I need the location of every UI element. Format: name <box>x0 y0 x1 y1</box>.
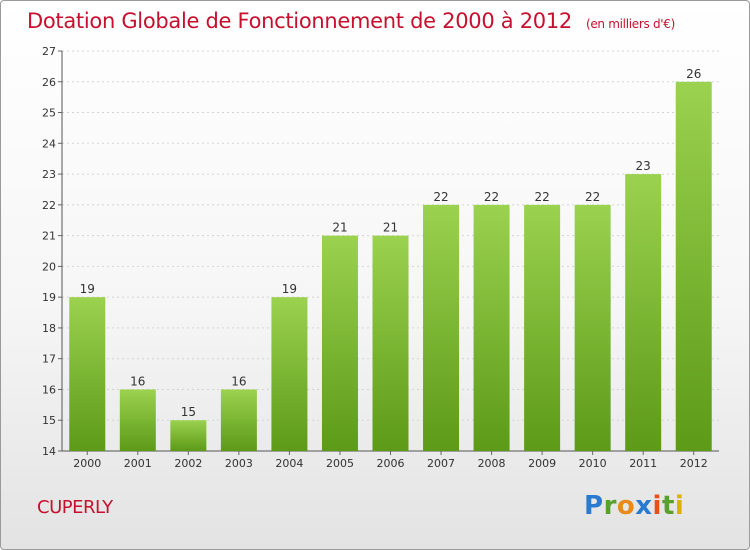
bar-2003 <box>220 389 257 451</box>
data-label: 22 <box>433 190 448 204</box>
bar-2007 <box>423 204 460 451</box>
bars <box>69 81 712 452</box>
y-tick-label: 17 <box>42 353 56 366</box>
data-label: 21 <box>332 221 347 235</box>
data-label: 19 <box>80 282 95 296</box>
bar-2002 <box>170 420 207 451</box>
data-label: 23 <box>636 159 651 173</box>
x-tick-label: 2009 <box>528 457 556 470</box>
proxiti-logo[interactable]: Proxiti <box>584 491 685 521</box>
data-label: 15 <box>181 405 196 419</box>
x-tick-label: 2011 <box>629 457 657 470</box>
data-label: 22 <box>585 190 600 204</box>
data-label: 16 <box>130 374 145 388</box>
y-tick-label: 24 <box>42 137 56 150</box>
bar-2004 <box>271 297 308 451</box>
data-label: 22 <box>534 190 549 204</box>
y-tick-label: 27 <box>42 45 56 58</box>
y-tick-label: 23 <box>42 168 56 181</box>
x-tick-label: 2005 <box>326 457 354 470</box>
data-label: 21 <box>383 221 398 235</box>
bar-2011 <box>625 174 662 452</box>
y-tick-label: 25 <box>42 107 56 120</box>
x-tick-label: 2006 <box>377 457 405 470</box>
x-tick-label: 2004 <box>275 457 303 470</box>
bar-2006 <box>372 235 409 451</box>
x-tick-label: 2000 <box>73 457 101 470</box>
data-label: 19 <box>282 282 297 296</box>
commune-name: CUPERLY <box>37 497 113 518</box>
bar-2012 <box>675 81 712 452</box>
y-tick-label: 20 <box>42 260 56 273</box>
data-label: 26 <box>686 67 701 81</box>
x-tick-label: 2007 <box>427 457 455 470</box>
bar-2005 <box>321 235 358 451</box>
chart-title-text: Dotation Globale de Fonctionnement de 20… <box>27 9 572 33</box>
x-tick-label: 2012 <box>680 457 708 470</box>
chart-subtitle: (en milliers d'€) <box>585 17 675 31</box>
y-tick-label: 22 <box>42 199 56 212</box>
y-tick-label: 19 <box>42 291 56 304</box>
bar-2000 <box>69 297 106 451</box>
x-tick-label: 2003 <box>225 457 253 470</box>
x-tick-label: 2002 <box>174 457 202 470</box>
bar-2001 <box>119 389 156 451</box>
x-tick-label: 2010 <box>579 457 607 470</box>
labels: 14 15 16 17 18 19 20 21 22 23 24 25 26 27 19 2000 16 2001… <box>42 45 708 470</box>
x-tick-label: 2001 <box>124 457 152 470</box>
bar-2008 <box>473 204 510 451</box>
y-tick-label: 26 <box>42 76 56 89</box>
chart-title: Dotation Globale de Fonctionnement de 20… <box>27 9 675 33</box>
bar-2010 <box>574 204 611 451</box>
y-tick-label: 18 <box>42 322 56 335</box>
data-label: 22 <box>484 190 499 204</box>
x-tick-label: 2008 <box>478 457 506 470</box>
y-tick-label: 21 <box>42 230 56 243</box>
y-tick-label: 15 <box>42 414 56 427</box>
y-tick-label: 14 <box>42 445 56 458</box>
bar-2009 <box>524 204 561 451</box>
data-label: 16 <box>231 374 246 388</box>
y-tick-label: 16 <box>42 383 56 396</box>
